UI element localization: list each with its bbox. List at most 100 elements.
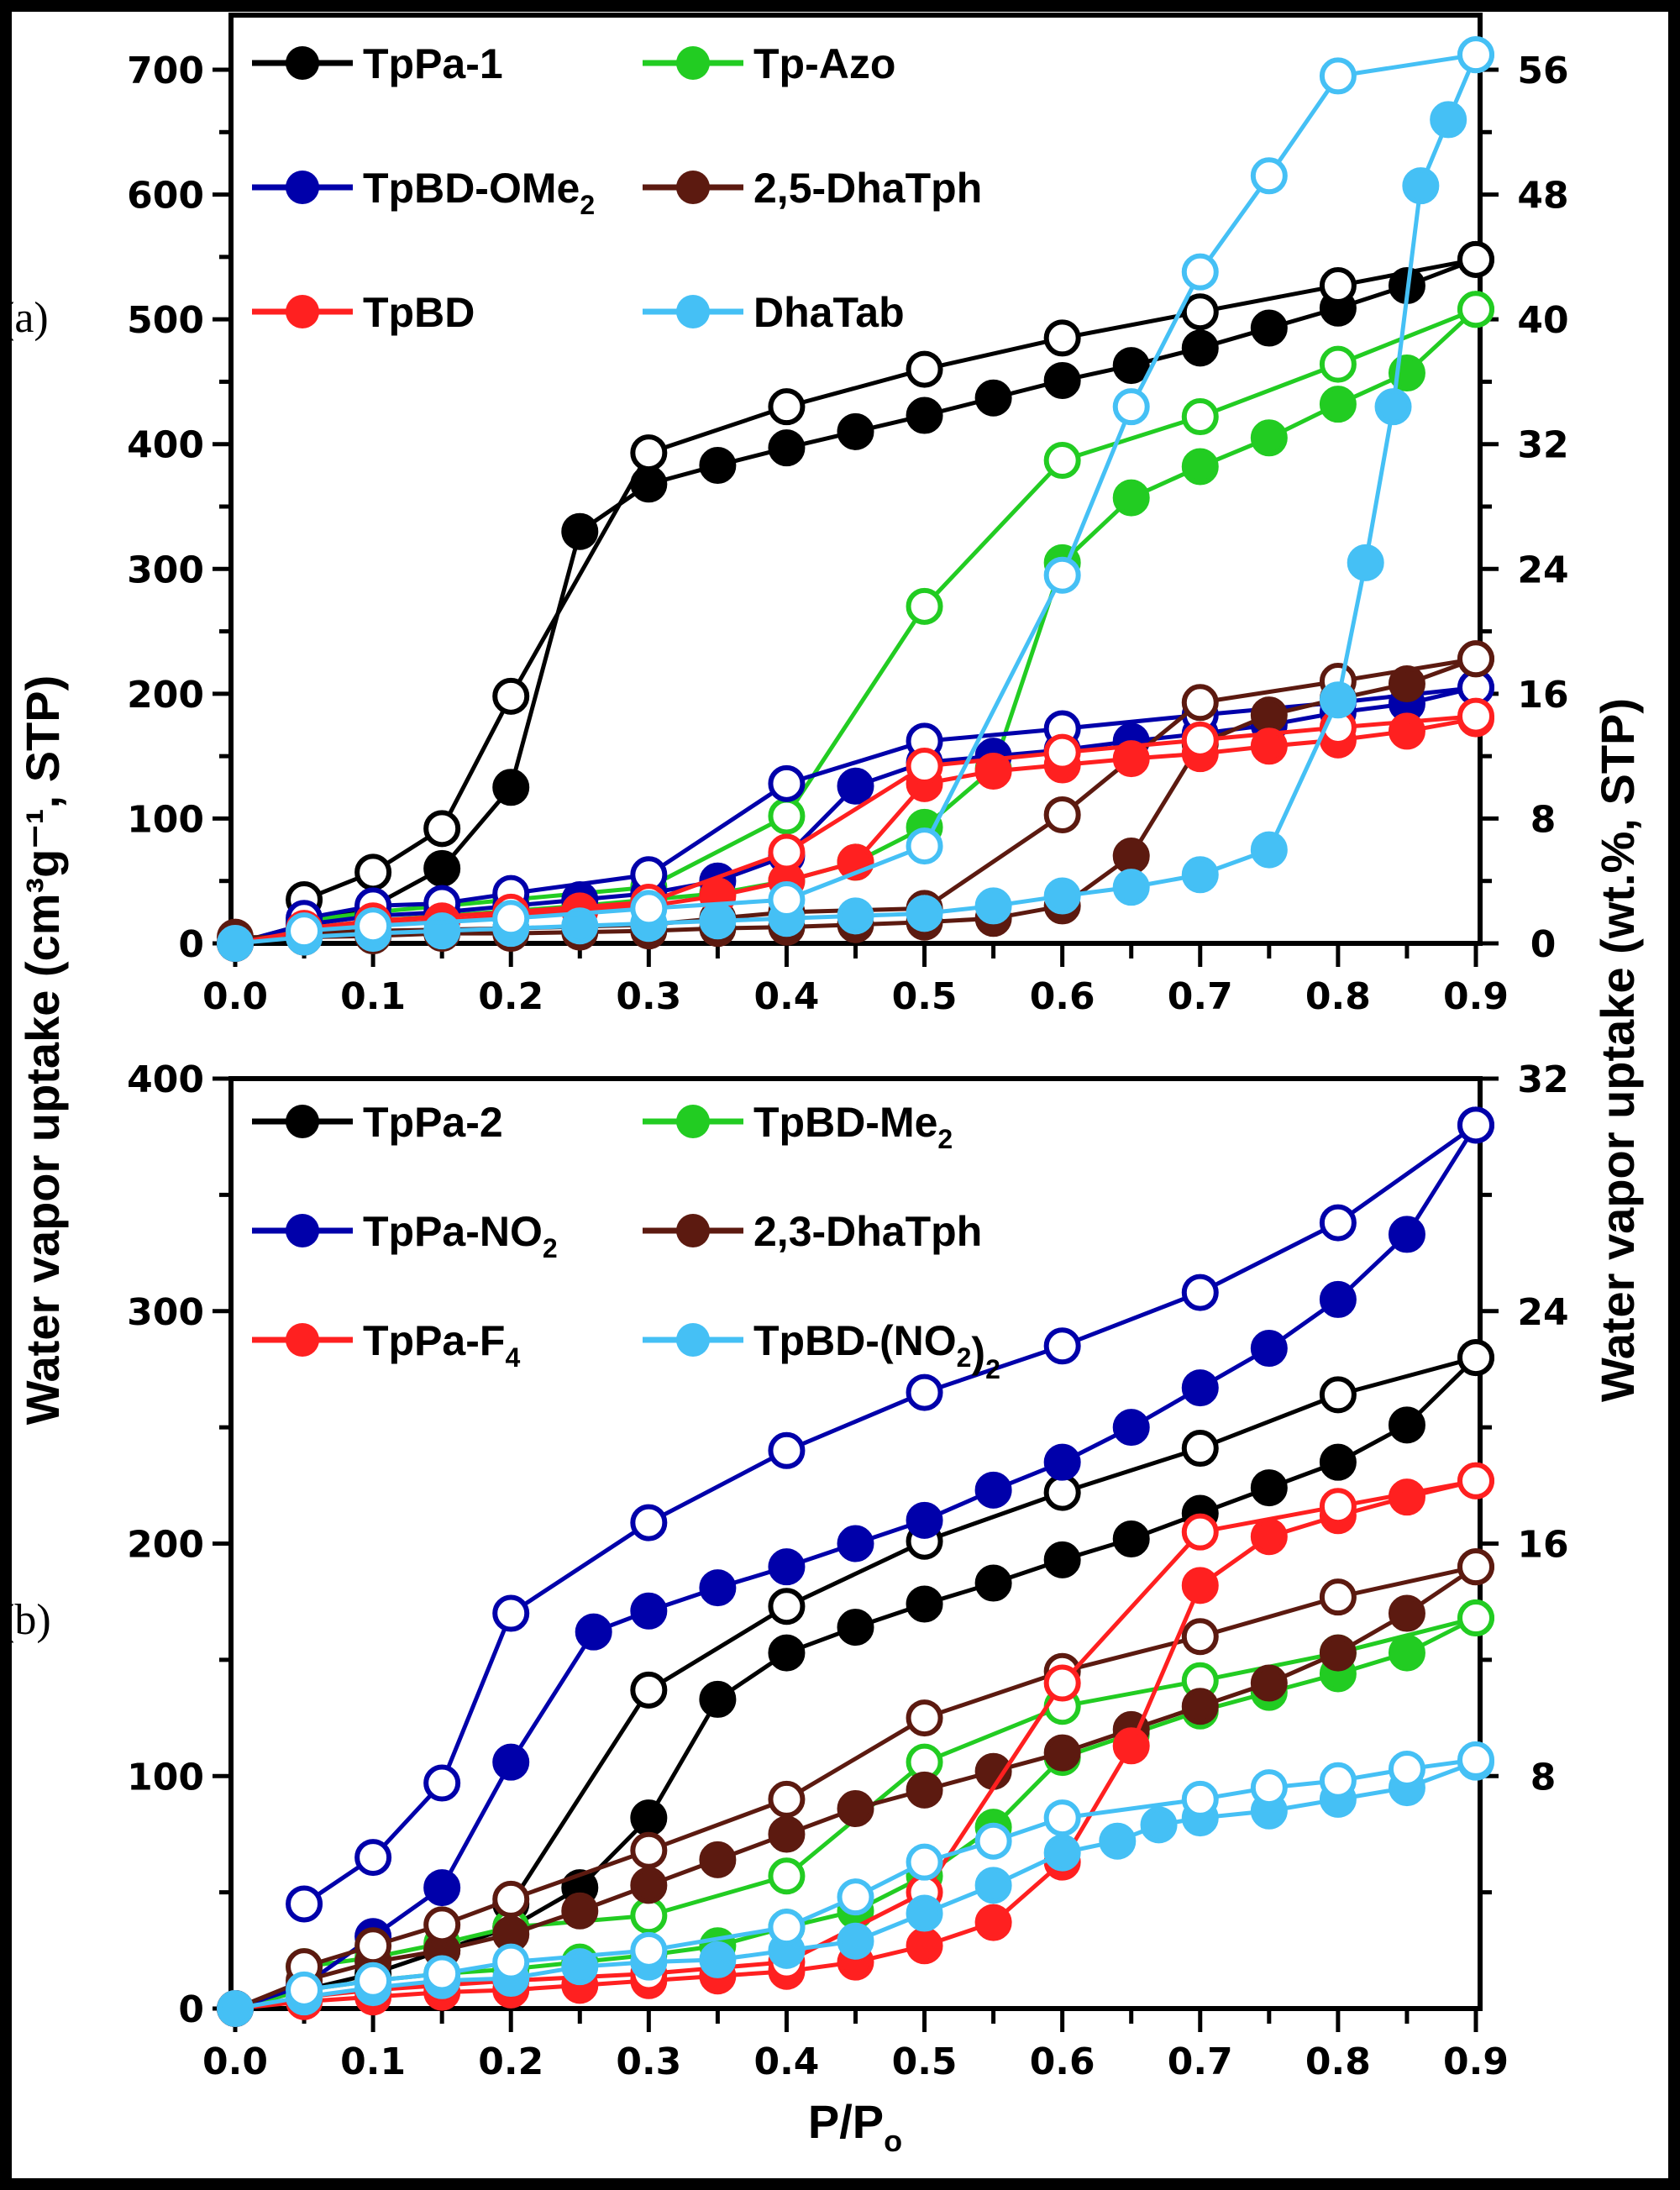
x-tick-label: 0.7 [1168,2040,1233,2083]
desorption-point [1181,1618,1219,1656]
adsorption-point [974,1471,1012,1509]
adsorption-point [1388,1634,1425,1672]
y2-tick-label: 56 [1517,50,1568,92]
desorption-point [354,853,392,891]
adsorption-point [1250,309,1288,347]
desorption-point [492,1594,530,1632]
adsorption-point [423,849,461,887]
legend-entry: TpBD-OMe2 [252,165,595,220]
adsorption-point [1112,1409,1150,1447]
adsorption-point [1388,664,1425,702]
adsorption-point [217,925,254,962]
adsorption-point [492,769,530,806]
x-tick-label: 0.5 [892,975,958,1018]
desorption-point [906,1699,943,1737]
desorption-point [1388,1750,1425,1788]
adsorption-point [1319,681,1357,719]
desorption-point [768,797,806,835]
adsorption-point [1319,1280,1357,1318]
x-tick-label: 0.8 [1305,2040,1371,2083]
adsorption-point [1140,1806,1178,1844]
desorption-point [423,1764,461,1802]
x-tick-label: 0.1 [340,2040,406,2083]
desorption-point [354,907,392,945]
adsorption-point [1388,1406,1425,1444]
desorption-point [1457,1462,1494,1499]
desorption-point [492,900,530,937]
adsorption-point [699,1941,737,1978]
desorption-point [1043,733,1081,771]
desorption-point [286,1885,323,1923]
adsorption-point [906,895,943,932]
y2-tick-label: 0 [1530,923,1557,966]
desorption-line [509,1355,1477,1905]
adsorption-point [1181,329,1219,367]
adsorption-point [561,1892,599,1930]
adsorption-point [1112,838,1150,874]
adsorption-point [906,1585,943,1623]
adsorption-point [1319,1634,1357,1672]
x-tick-label: 0.9 [1443,2040,1509,2083]
desorption-point [906,827,943,865]
left-y-axis-title: Water vapor uptake (cm³g⁻¹, STP) [16,675,69,1426]
legend-marker-swatch [286,46,319,80]
desorption-point [630,1931,668,1969]
y-tick-label: 100 [127,1756,204,1799]
adsorption-point [1112,1727,1150,1765]
desorption-point [423,1955,461,1993]
x-axis-title: P/Po [808,2095,902,2158]
adsorption-point [1112,1520,1150,1557]
desorption-point [768,1431,806,1469]
x-tick-label: 0.4 [753,2040,819,2083]
adsorption-point [575,1613,612,1651]
legend-entry: TpBD-Me2 [643,1099,953,1154]
y-tick-label: 500 [127,299,204,342]
desorption-point [768,1909,806,1946]
adsorption-point [837,767,874,805]
series-tpbd-no- [217,1741,1494,2027]
legend-entry: TpBD [252,289,475,336]
desorption-point [837,1878,874,1916]
desorption-point [492,677,530,715]
legend-marker-swatch [286,171,319,204]
adsorption-point [837,897,874,935]
x-tick-label: 0.4 [753,975,819,1018]
desorption-point [286,1971,323,2009]
adsorption-point [768,1548,806,1586]
adsorption-point [1402,167,1440,205]
desorption-point [1457,1599,1494,1637]
adsorption-point [630,1867,668,1904]
adsorption-point [492,1743,530,1781]
adsorption-point [768,429,806,467]
y-tick-label: 200 [127,1524,204,1567]
desorption-point [906,1843,943,1881]
right-y-axis-title: Water vapor uptake (wt.%, STP) [1591,698,1644,1402]
desorption-line [303,257,1477,902]
desorption-point [768,1588,806,1625]
legend-marker-swatch [286,295,319,328]
desorption-point [423,1906,461,1944]
desorption-point [1043,442,1081,480]
legend-entry: DhaTab [643,289,905,336]
adsorption-point [837,1789,874,1827]
desorption-point [1457,1548,1494,1586]
legend-entry: TpBD-(NO2)2 [643,1317,1000,1384]
adsorption-point [1250,419,1288,457]
adsorption-point [561,512,599,550]
desorption-point [1181,253,1219,291]
panel-b: 0.0 0.1 0.2 0.3 0.4 0.5 0.6 0.7 0.8 0.9 0 100 200 300… [12,1058,1569,2083]
desorption-point [906,587,943,625]
adsorption-point [1250,696,1288,734]
adsorption-point [906,1771,943,1809]
y2-tick-label: 48 [1517,175,1568,218]
desorption-point [354,1962,392,1999]
desorption-point [1043,1327,1081,1365]
series-tppa-no- [217,1106,1494,2027]
adsorption-point [906,397,943,434]
adsorption-point [1181,1567,1219,1604]
adsorption-point [974,1867,1012,1904]
y2-tick-label: 16 [1517,674,1568,717]
adsorption-point [1181,856,1219,894]
desorption-point [1043,796,1081,833]
desorption-line [303,307,1477,923]
